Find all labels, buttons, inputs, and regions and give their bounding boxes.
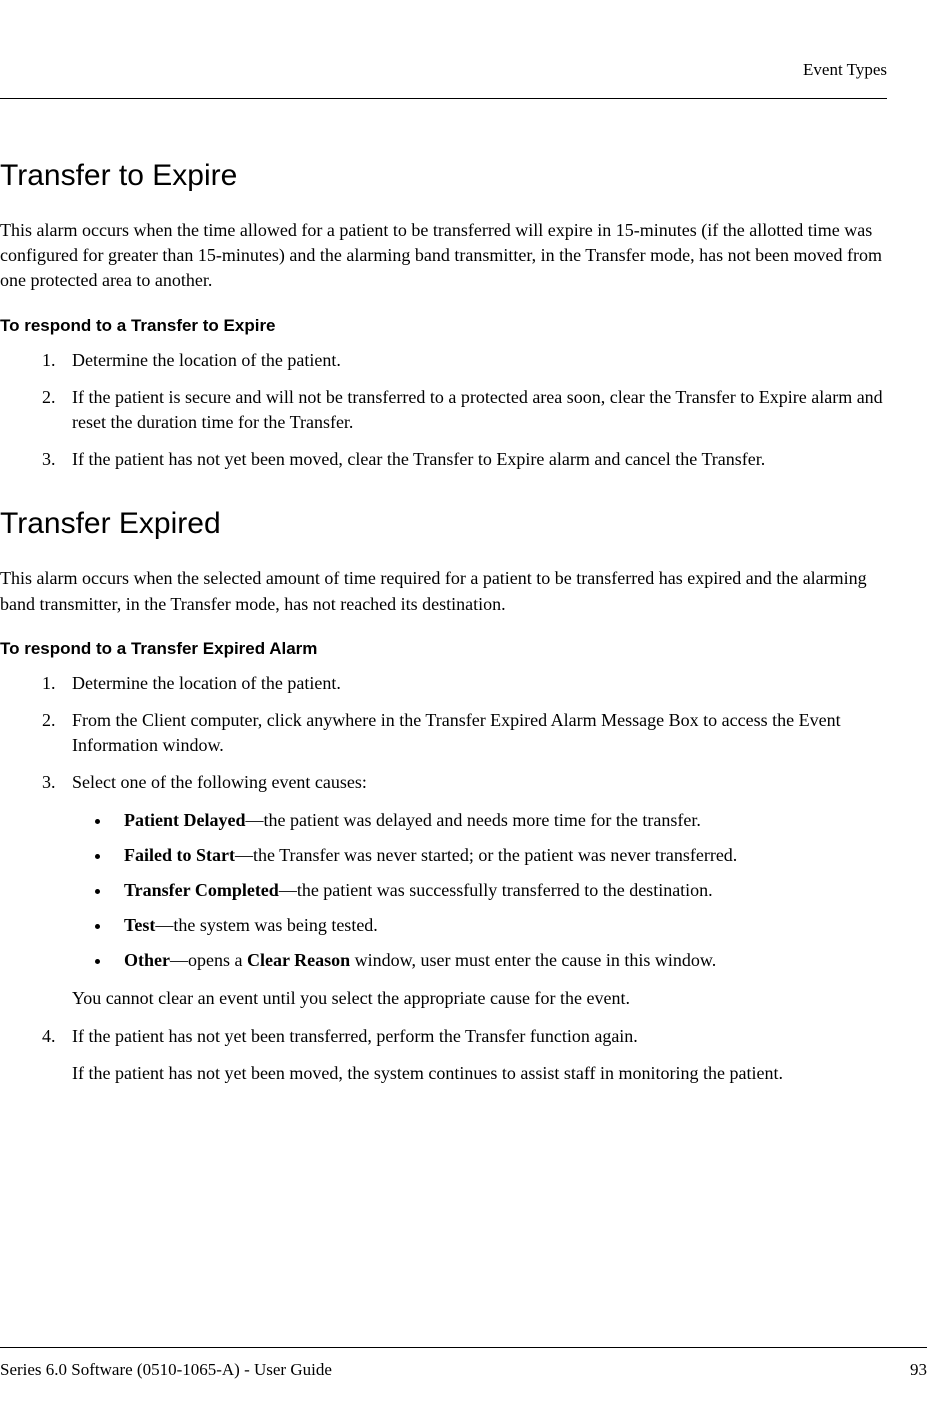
header-section-name: Event Types bbox=[0, 60, 902, 80]
term-other: Other bbox=[124, 950, 170, 970]
section2-step-3-note: You cannot clear an event until you sele… bbox=[72, 986, 902, 1011]
section1-step-2: If the patient is secure and will not be… bbox=[60, 385, 902, 435]
text-other-2: window, user must enter the cause in thi… bbox=[350, 950, 716, 970]
section2-step-3-bullets: Patient Delayed—the patient was delayed … bbox=[72, 807, 902, 974]
section2-step-1: Determine the location of the patient. bbox=[60, 671, 902, 696]
footer-rule bbox=[0, 1347, 927, 1348]
bullet-patient-delayed: Patient Delayed—the patient was delayed … bbox=[112, 807, 902, 834]
footer: Series 6.0 Software (0510-1065-A) - User… bbox=[0, 1347, 942, 1380]
term-test: Test bbox=[124, 915, 155, 935]
section2-steps: Determine the location of the patient. F… bbox=[0, 671, 902, 1086]
section2-title: Transfer Expired bbox=[0, 507, 902, 541]
term-clear-reason: Clear Reason bbox=[247, 950, 350, 970]
text-failed-to-start: —the Transfer was never started; or the … bbox=[235, 845, 737, 865]
text-test: —the system was being tested. bbox=[155, 915, 377, 935]
section1-subtitle: To respond to a Transfer to Expire bbox=[0, 316, 902, 336]
section1-steps: Determine the location of the patient. I… bbox=[0, 348, 902, 473]
bullet-failed-to-start: Failed to Start—the Transfer was never s… bbox=[112, 842, 902, 869]
section2-step-3-intro: Select one of the following event causes… bbox=[72, 772, 367, 792]
section2-step-4-note: If the patient has not yet been moved, t… bbox=[72, 1061, 902, 1086]
section2-step-3: Select one of the following event causes… bbox=[60, 770, 902, 1011]
section2-subtitle: To respond to a Transfer Expired Alarm bbox=[0, 639, 902, 659]
term-patient-delayed: Patient Delayed bbox=[124, 810, 245, 830]
bullet-transfer-completed: Transfer Completed—the patient was succe… bbox=[112, 877, 902, 904]
bullet-test: Test—the system was being tested. bbox=[112, 912, 902, 939]
term-failed-to-start: Failed to Start bbox=[124, 845, 235, 865]
section2-intro: This alarm occurs when the selected amou… bbox=[0, 566, 902, 616]
text-patient-delayed: —the patient was delayed and needs more … bbox=[245, 810, 700, 830]
text-other-1: —opens a bbox=[170, 950, 247, 970]
section1-step-1: Determine the location of the patient. bbox=[60, 348, 902, 373]
footer-content: Series 6.0 Software (0510-1065-A) - User… bbox=[0, 1360, 927, 1380]
section1-title: Transfer to Expire bbox=[0, 159, 902, 193]
section2-step-2: From the Client computer, click anywhere… bbox=[60, 708, 902, 758]
section2-step-4: If the patient has not yet been transfer… bbox=[60, 1024, 902, 1086]
section1-intro: This alarm occurs when the time allowed … bbox=[0, 218, 902, 294]
term-transfer-completed: Transfer Completed bbox=[124, 880, 279, 900]
section1-step-3: If the patient has not yet been moved, c… bbox=[60, 447, 902, 472]
header-rule bbox=[0, 98, 887, 99]
section2-step-4-text: If the patient has not yet been transfer… bbox=[72, 1026, 638, 1046]
footer-left: Series 6.0 Software (0510-1065-A) - User… bbox=[0, 1360, 332, 1380]
text-transfer-completed: —the patient was successfully transferre… bbox=[279, 880, 713, 900]
bullet-other: Other—opens a Clear Reason window, user … bbox=[112, 947, 902, 974]
footer-page-number: 93 bbox=[910, 1360, 927, 1380]
